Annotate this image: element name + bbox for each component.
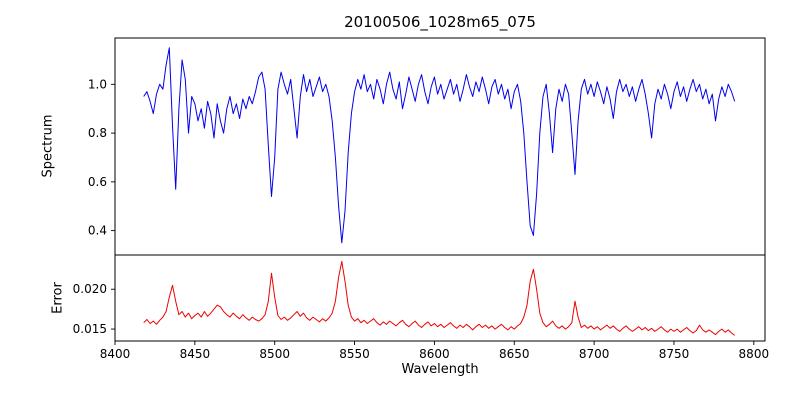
y-tick-label: 0.020 <box>73 282 107 296</box>
x-tick-label: 8500 <box>259 347 290 361</box>
error-line <box>143 260 736 336</box>
y-tick-label: 0.6 <box>88 175 107 189</box>
axes-border <box>114 254 766 342</box>
axes-border <box>114 37 766 256</box>
y-tick-label: 0.8 <box>88 126 107 140</box>
x-tick-label: 8750 <box>659 347 690 361</box>
x-tick-label: 8800 <box>739 347 770 361</box>
y-tick-label: 1.0 <box>88 77 107 91</box>
x-tick-label: 8700 <box>579 347 610 361</box>
x-tick-label: 8550 <box>339 347 370 361</box>
y-tick-label: 0.015 <box>73 322 107 336</box>
y-tick-label: 0.4 <box>88 224 107 238</box>
x-tick-label: 8600 <box>419 347 450 361</box>
x-tick-label: 8650 <box>499 347 530 361</box>
x-tick-label: 8400 <box>100 347 131 361</box>
x-axis-label: Wavelength <box>401 362 479 377</box>
x-tick-label: 8450 <box>180 347 211 361</box>
spectrum-line <box>143 47 736 244</box>
plot-title: 20100506_1028m65_075 <box>344 13 536 31</box>
